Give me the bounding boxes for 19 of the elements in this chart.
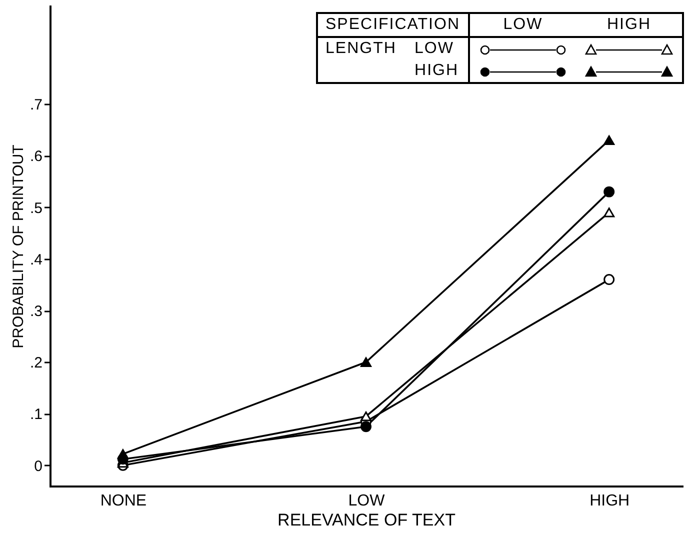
- x-tick-label: LOW: [348, 492, 386, 510]
- annotation: HIGH: [606, 15, 652, 35]
- y-tick-label: .3: [30, 303, 42, 320]
- annotation: LENGTH: [324, 39, 398, 59]
- y-tick-label: .2: [30, 354, 42, 372]
- x-axis-title: RELEVANCE OF TEXT: [278, 510, 456, 530]
- y-axis-title: PROBABILITY OF PRINTOUT: [10, 144, 27, 348]
- y-tick-label: 0: [34, 458, 42, 475]
- y-tick-label: .5: [30, 200, 42, 217]
- annotation: LOW: [502, 15, 544, 35]
- x-tick-label: NONE: [100, 492, 147, 510]
- annotation: SPECIFICATION: [318, 14, 469, 37]
- y-tick-label: .6: [30, 148, 42, 166]
- y-tick-label: .7: [30, 96, 42, 114]
- x-tick-label: HIGH: [590, 492, 630, 510]
- y-tick-label: .4: [30, 251, 42, 268]
- annotation: LOW: [414, 39, 455, 59]
- y-tick-label: .1: [30, 406, 42, 424]
- annotation: HIGH: [414, 61, 460, 81]
